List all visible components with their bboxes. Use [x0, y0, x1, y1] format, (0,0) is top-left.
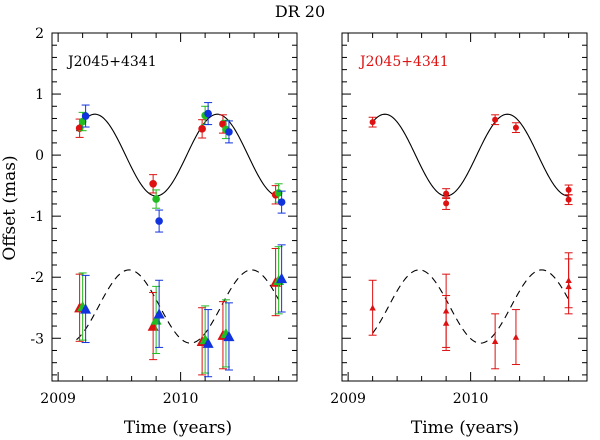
circle-marker: [75, 124, 84, 133]
triangle-marker: [223, 330, 235, 342]
circle-marker: [149, 180, 157, 188]
triangle-marker: [80, 303, 92, 314]
y-axis-title: Offset (mas): [0, 155, 20, 260]
circle-marker: [225, 128, 233, 136]
data-points-right: [368, 114, 573, 370]
triangle-marker: [565, 283, 572, 290]
data-point-epoch-blue: [224, 120, 233, 144]
circle-marker: [443, 200, 450, 207]
circle-marker: [81, 112, 90, 120]
data-point-epoch-blue: [276, 244, 288, 313]
circle-marker: [369, 119, 376, 126]
data-point-epoch-blue: [277, 190, 286, 214]
triangle-marker: [153, 308, 165, 319]
x-tick-label: 2009: [40, 391, 76, 407]
y-tick-label: -1: [30, 209, 44, 225]
data-point-epoch-blue: [153, 279, 165, 348]
circle-marker: [277, 198, 286, 206]
triangle-marker: [491, 338, 499, 345]
model-curves-left: [76, 113, 280, 344]
data-point-epoch-green: [150, 285, 162, 355]
plot-frame-left: [51, 32, 298, 382]
data-point-epoch-green: [152, 189, 161, 209]
data-point-epoch-red: [147, 291, 159, 361]
triangle-marker: [276, 272, 288, 284]
model-dashed: [76, 269, 280, 344]
data-point-combined: [368, 279, 377, 336]
circle-marker: [443, 190, 450, 197]
data-point-epoch-blue: [155, 209, 164, 233]
model-solid: [372, 113, 569, 197]
data-point-epoch-blue: [202, 309, 214, 378]
circle-marker: [198, 125, 206, 133]
y-tick-label: -3: [30, 331, 44, 347]
data-point-epoch-blue: [81, 104, 90, 128]
data-point-epoch-blue: [80, 274, 92, 344]
x-tick-label: 2010: [453, 391, 489, 407]
figure-title: DR 20: [275, 2, 325, 21]
circle-marker: [152, 195, 160, 203]
panel-label-left: J2045+4341: [66, 54, 157, 70]
data-point-combined: [442, 196, 451, 210]
circle-marker: [204, 109, 212, 118]
data-point-epoch-red: [198, 119, 207, 139]
panel-right: J2045+4341 Time (years) 2009 2010: [330, 32, 588, 438]
plot-frame-right: [341, 32, 588, 382]
x-tick-label: 2010: [163, 391, 199, 407]
data-point-combined: [491, 114, 500, 126]
data-point-epoch-blue: [223, 302, 235, 371]
circle-marker: [565, 196, 572, 203]
data-point-combined: [511, 309, 520, 366]
panel-label-right: J2045+4341: [358, 54, 449, 70]
ticks-left: 2009 2010 -3 -2 -1 0 1 2: [30, 26, 297, 407]
model-solid: [76, 113, 279, 197]
x-axis-title-left: Time (years): [124, 418, 232, 438]
data-point-combined: [511, 122, 520, 134]
triangle-marker: [442, 319, 450, 326]
data-point-combined: [564, 194, 573, 206]
circle-marker: [492, 116, 499, 123]
triangle-marker: [512, 333, 520, 340]
circle-marker: [155, 217, 163, 225]
data-point-combined: [442, 295, 451, 351]
model-curves-right: [372, 113, 570, 344]
panel-left: J2045+4341 Time (years) Offset (mas) 200…: [0, 26, 298, 438]
data-point-combined: [564, 258, 573, 315]
circle-marker: [565, 186, 572, 193]
data-point-combined: [491, 313, 500, 370]
data-point-combined: [564, 184, 573, 196]
model-dashed: [372, 269, 570, 344]
circle-marker: [512, 124, 519, 131]
y-tick-label: 0: [35, 148, 44, 164]
y-tick-label: 2: [35, 26, 44, 42]
triangle-marker: [202, 337, 214, 348]
y-tick-label: 1: [35, 87, 44, 103]
data-point-combined: [368, 116, 377, 128]
ticks-right: 2009 2010: [330, 32, 587, 407]
data-points-left: [74, 102, 288, 378]
x-axis-title-right: Time (years): [411, 418, 519, 438]
data-point-epoch-blue: [204, 102, 213, 126]
triangle-marker: [369, 304, 376, 311]
y-tick-label: -2: [30, 270, 44, 286]
x-tick-label: 2009: [330, 391, 366, 407]
